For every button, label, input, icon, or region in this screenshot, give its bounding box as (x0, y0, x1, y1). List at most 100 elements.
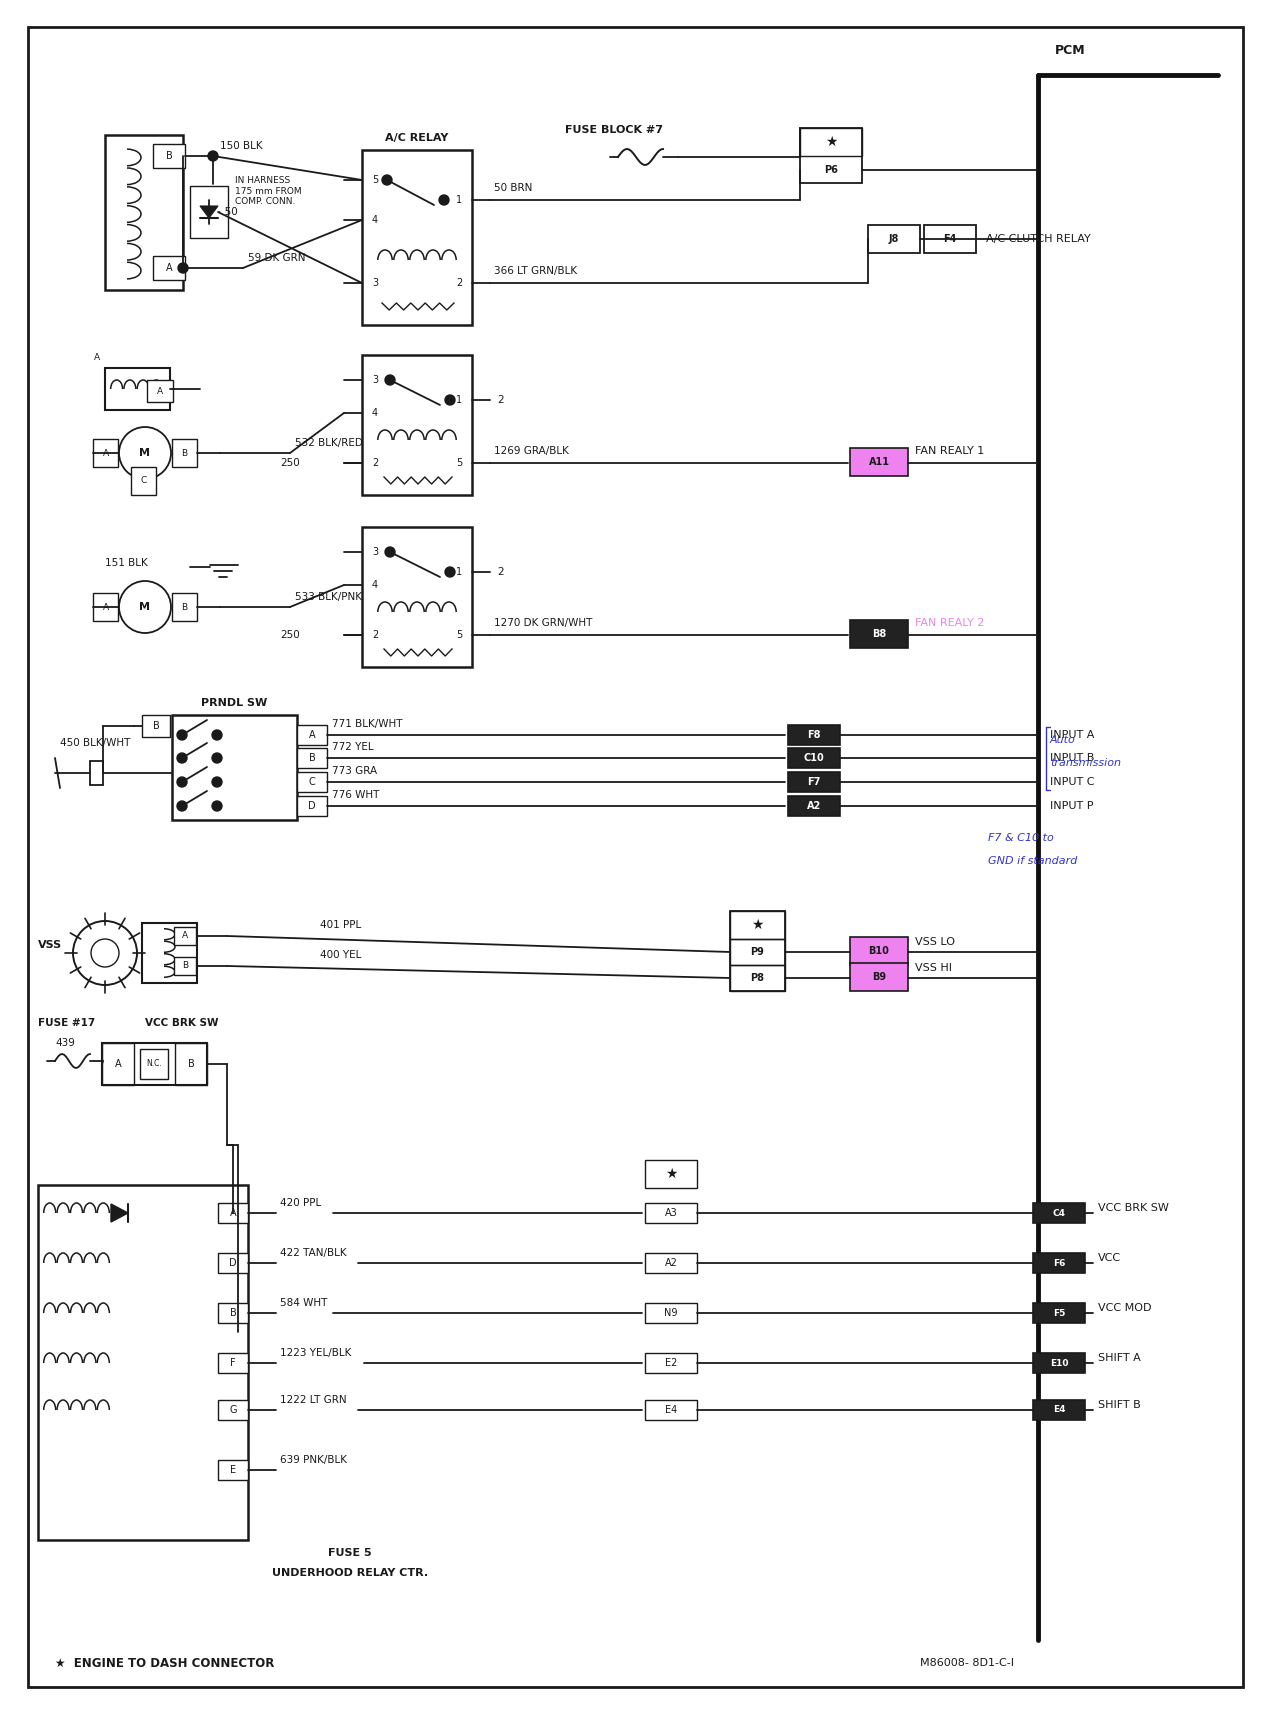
Text: UNDERHOOD RELAY CTR.: UNDERHOOD RELAY CTR. (272, 1568, 428, 1578)
Text: B: B (309, 754, 315, 762)
Bar (102, 1044, 207, 1085)
Text: J8: J8 (889, 235, 899, 243)
Text: 773 GRA: 773 GRA (332, 766, 377, 776)
Bar (172, 714, 297, 819)
Text: 639 PNK/BLK: 639 PNK/BLK (280, 1454, 347, 1465)
Text: B: B (182, 961, 189, 971)
Circle shape (385, 547, 395, 557)
Text: 2: 2 (455, 278, 462, 288)
Text: 59 DK GRN: 59 DK GRN (249, 254, 306, 262)
Circle shape (177, 754, 187, 762)
Circle shape (177, 730, 187, 740)
Text: M86008- 8D1-C-I: M86008- 8D1-C-I (921, 1658, 1014, 1668)
Bar (1033, 1401, 1085, 1420)
Text: GND if standard: GND if standard (988, 856, 1077, 866)
Bar (645, 1302, 697, 1323)
Bar (142, 923, 198, 983)
Polygon shape (111, 1204, 128, 1221)
Text: VCC MOD: VCC MOD (1098, 1302, 1151, 1313)
Bar (173, 926, 196, 945)
Text: A: A (115, 1059, 121, 1070)
Circle shape (385, 374, 395, 385)
Circle shape (177, 776, 187, 787)
Bar (38, 1185, 249, 1540)
Text: F7: F7 (807, 776, 821, 787)
Text: INPUT A: INPUT A (1051, 730, 1094, 740)
Text: E4: E4 (1053, 1406, 1065, 1414)
Bar (850, 963, 908, 990)
Text: FUSE BLOCK #7: FUSE BLOCK #7 (565, 124, 663, 135)
Text: transmission: transmission (1051, 757, 1121, 768)
Circle shape (445, 395, 455, 405)
Text: 5: 5 (455, 459, 462, 467)
Text: A: A (102, 448, 108, 457)
Text: B: B (181, 448, 187, 457)
Text: FAN REALY 2: FAN REALY 2 (915, 618, 984, 628)
Text: 533 BLK/PNK: 533 BLK/PNK (295, 592, 362, 602)
Text: 4: 4 (372, 580, 379, 590)
Polygon shape (200, 205, 218, 217)
Circle shape (439, 195, 449, 205)
Text: VCC BRK SW: VCC BRK SW (145, 1018, 218, 1028)
Text: A: A (182, 932, 189, 940)
Text: A2: A2 (807, 800, 821, 811)
Text: VCC: VCC (1098, 1252, 1121, 1263)
Bar (645, 1252, 697, 1273)
Circle shape (382, 174, 391, 185)
Bar (153, 143, 185, 167)
Text: ★: ★ (751, 918, 764, 932)
Text: 439: 439 (55, 1038, 75, 1049)
Text: PCM: PCM (1054, 43, 1085, 57)
Bar (645, 1159, 697, 1189)
Bar (153, 255, 185, 279)
Text: A: A (166, 262, 172, 273)
Text: E: E (230, 1465, 236, 1475)
Text: 420 PPL: 420 PPL (280, 1197, 321, 1207)
Text: B: B (153, 721, 159, 731)
Text: F4: F4 (944, 235, 956, 243)
Text: 1: 1 (456, 395, 462, 405)
Text: 3: 3 (372, 374, 379, 385)
Bar (788, 795, 840, 816)
Text: SHIFT B: SHIFT B (1098, 1401, 1141, 1409)
Text: E10: E10 (1049, 1359, 1068, 1368)
Text: M: M (139, 448, 150, 459)
Bar (362, 150, 472, 324)
Text: P6: P6 (824, 166, 838, 174)
Text: C: C (309, 776, 315, 787)
Text: A: A (157, 386, 163, 395)
Bar (140, 1049, 168, 1080)
Bar (190, 186, 228, 238)
Text: A: A (94, 354, 99, 362)
Text: P9: P9 (751, 947, 765, 957)
Bar (172, 438, 198, 467)
Text: D: D (230, 1258, 237, 1268)
Text: N9: N9 (664, 1308, 678, 1318)
Text: VCC BRK SW: VCC BRK SW (1098, 1202, 1169, 1213)
Text: VSS HI: VSS HI (915, 963, 952, 973)
Bar (731, 964, 785, 990)
Text: B9: B9 (872, 971, 886, 982)
Bar (788, 724, 840, 745)
Circle shape (212, 776, 222, 787)
Text: 1270 DK GRN/WHT: 1270 DK GRN/WHT (493, 618, 593, 628)
Text: E2: E2 (664, 1358, 677, 1368)
Text: VSS LO: VSS LO (915, 937, 955, 947)
Bar (218, 1252, 249, 1273)
Text: INPUT C: INPUT C (1051, 776, 1094, 787)
Text: IN HARNESS
175 mm FROM
COMP. CONN.: IN HARNESS 175 mm FROM COMP. CONN. (235, 176, 302, 205)
Bar (788, 749, 840, 768)
Text: C10: C10 (803, 754, 825, 762)
Text: 5: 5 (455, 630, 462, 640)
Bar (799, 128, 862, 155)
Text: G: G (230, 1404, 237, 1414)
Text: 250: 250 (280, 630, 300, 640)
Text: 1222 LT GRN: 1222 LT GRN (280, 1396, 347, 1404)
Text: F7 & C10 to: F7 & C10 to (988, 833, 1053, 844)
Bar (362, 528, 472, 668)
Text: 2: 2 (497, 395, 504, 405)
Bar (93, 593, 119, 621)
Text: A: A (309, 730, 315, 740)
Text: F6: F6 (1053, 1259, 1065, 1268)
Text: FUSE #17: FUSE #17 (38, 1018, 96, 1028)
